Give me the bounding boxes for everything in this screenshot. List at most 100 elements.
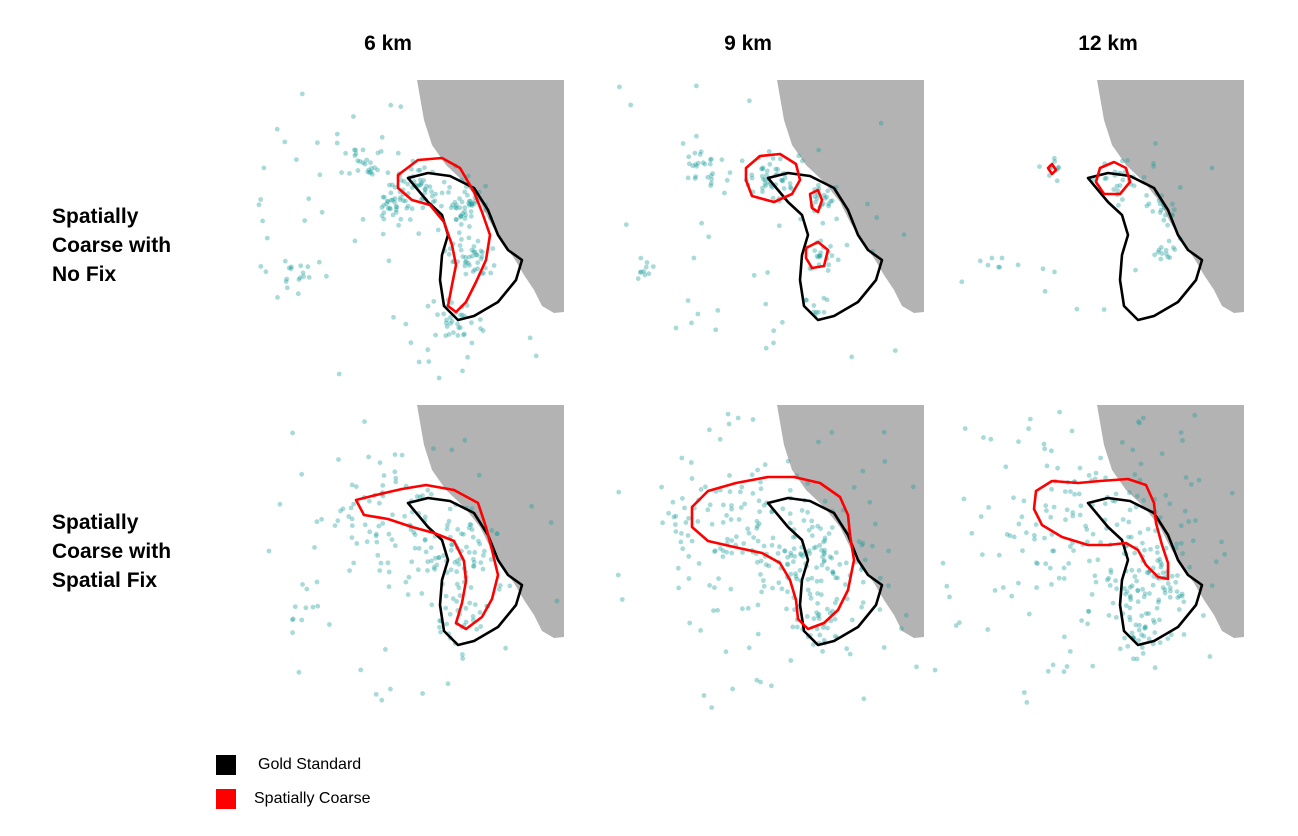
observation-point: [457, 205, 463, 211]
observation-point: [860, 540, 866, 546]
gold-standard-contour: [406, 496, 524, 647]
observation-point: [471, 556, 476, 562]
observation-point: [1078, 503, 1084, 509]
observation-point: [1004, 532, 1010, 537]
observation-point: [1151, 164, 1156, 169]
observation-point: [770, 585, 775, 591]
observation-point: [458, 312, 463, 318]
observation-point: [750, 491, 756, 496]
observation-point: [360, 216, 366, 222]
observation-point: [315, 603, 321, 609]
observation-point: [1050, 662, 1056, 668]
observation-point: [761, 543, 767, 549]
observation-point: [467, 224, 472, 229]
observation-point: [432, 198, 438, 204]
observation-point: [418, 182, 424, 187]
observation-point: [462, 205, 468, 210]
observation-point: [1062, 634, 1067, 640]
observation-point: [689, 476, 695, 481]
observation-point: [439, 190, 445, 196]
observation-point: [1116, 202, 1121, 208]
observation-point: [1070, 513, 1076, 519]
observation-point: [338, 508, 343, 514]
column-title-12km: 12 km: [1078, 32, 1138, 55]
observation-point: [354, 541, 360, 546]
observation-point: [724, 513, 729, 518]
observation-point: [459, 199, 465, 205]
observation-point: [721, 502, 726, 508]
observation-point: [691, 255, 697, 261]
observation-point: [378, 149, 384, 154]
legend-swatch-gold-standard: [216, 755, 236, 775]
observation-point: [957, 620, 962, 625]
observation-point: [1136, 627, 1142, 633]
observation-point: [818, 578, 824, 584]
observation-point: [529, 503, 534, 509]
observation-point: [370, 171, 375, 177]
observation-point: [1160, 585, 1166, 591]
observation-point: [458, 213, 464, 219]
observation-point: [482, 548, 487, 554]
observation-point: [366, 167, 372, 173]
observation-point: [769, 683, 774, 689]
observation-point: [782, 548, 788, 554]
observation-point: [754, 525, 760, 531]
observation-point: [1157, 556, 1163, 562]
observation-point: [496, 586, 502, 592]
observation-point: [1133, 622, 1139, 628]
observation-point: [317, 172, 323, 178]
observation-point: [1102, 176, 1108, 182]
observation-point: [829, 198, 835, 204]
observation-point: [643, 264, 649, 270]
observation-point: [314, 519, 320, 525]
observation-point: [1054, 178, 1060, 184]
observation-point: [1049, 532, 1055, 537]
observation-point: [1129, 583, 1135, 589]
observation-point: [1049, 448, 1054, 454]
observation-point: [728, 517, 734, 522]
observation-point: [1157, 201, 1163, 207]
observation-point: [903, 612, 909, 618]
observation-point: [446, 251, 452, 257]
observation-point: [1003, 464, 1009, 470]
observation-point: [422, 186, 428, 192]
observation-point: [784, 606, 789, 612]
observation-point: [705, 507, 711, 513]
observation-point: [434, 562, 440, 568]
observation-point: [790, 624, 796, 630]
observation-point: [1124, 589, 1130, 595]
observation-point: [1143, 611, 1149, 616]
observation-point: [290, 616, 296, 622]
observation-point: [419, 196, 424, 202]
observation-point: [304, 586, 310, 592]
observation-point: [1143, 624, 1148, 630]
observation-point: [290, 430, 295, 436]
observation-point: [997, 264, 1003, 270]
observation-point: [374, 531, 379, 537]
observation-point: [266, 548, 272, 554]
observation-point: [881, 645, 887, 650]
observation-point: [1066, 561, 1072, 566]
observation-point: [701, 693, 707, 698]
observation-point: [830, 569, 836, 575]
observation-point: [1146, 611, 1152, 616]
observation-point: [389, 537, 395, 542]
observation-point: [426, 359, 432, 364]
observation-point: [785, 589, 790, 595]
observation-point: [379, 134, 385, 140]
observation-point: [382, 194, 387, 200]
observation-point: [699, 220, 704, 226]
observation-point: [822, 538, 828, 543]
observation-point: [481, 553, 486, 558]
observation-point: [1098, 455, 1103, 461]
observation-point: [1011, 534, 1017, 540]
observation-point: [1131, 656, 1136, 662]
observation-point: [1132, 574, 1138, 579]
observation-point: [478, 317, 483, 322]
observation-point: [741, 541, 747, 546]
observation-point: [448, 567, 454, 573]
observation-point: [1113, 615, 1119, 620]
observation-point: [349, 516, 355, 522]
observation-point: [466, 550, 472, 555]
observation-point: [1126, 519, 1132, 525]
